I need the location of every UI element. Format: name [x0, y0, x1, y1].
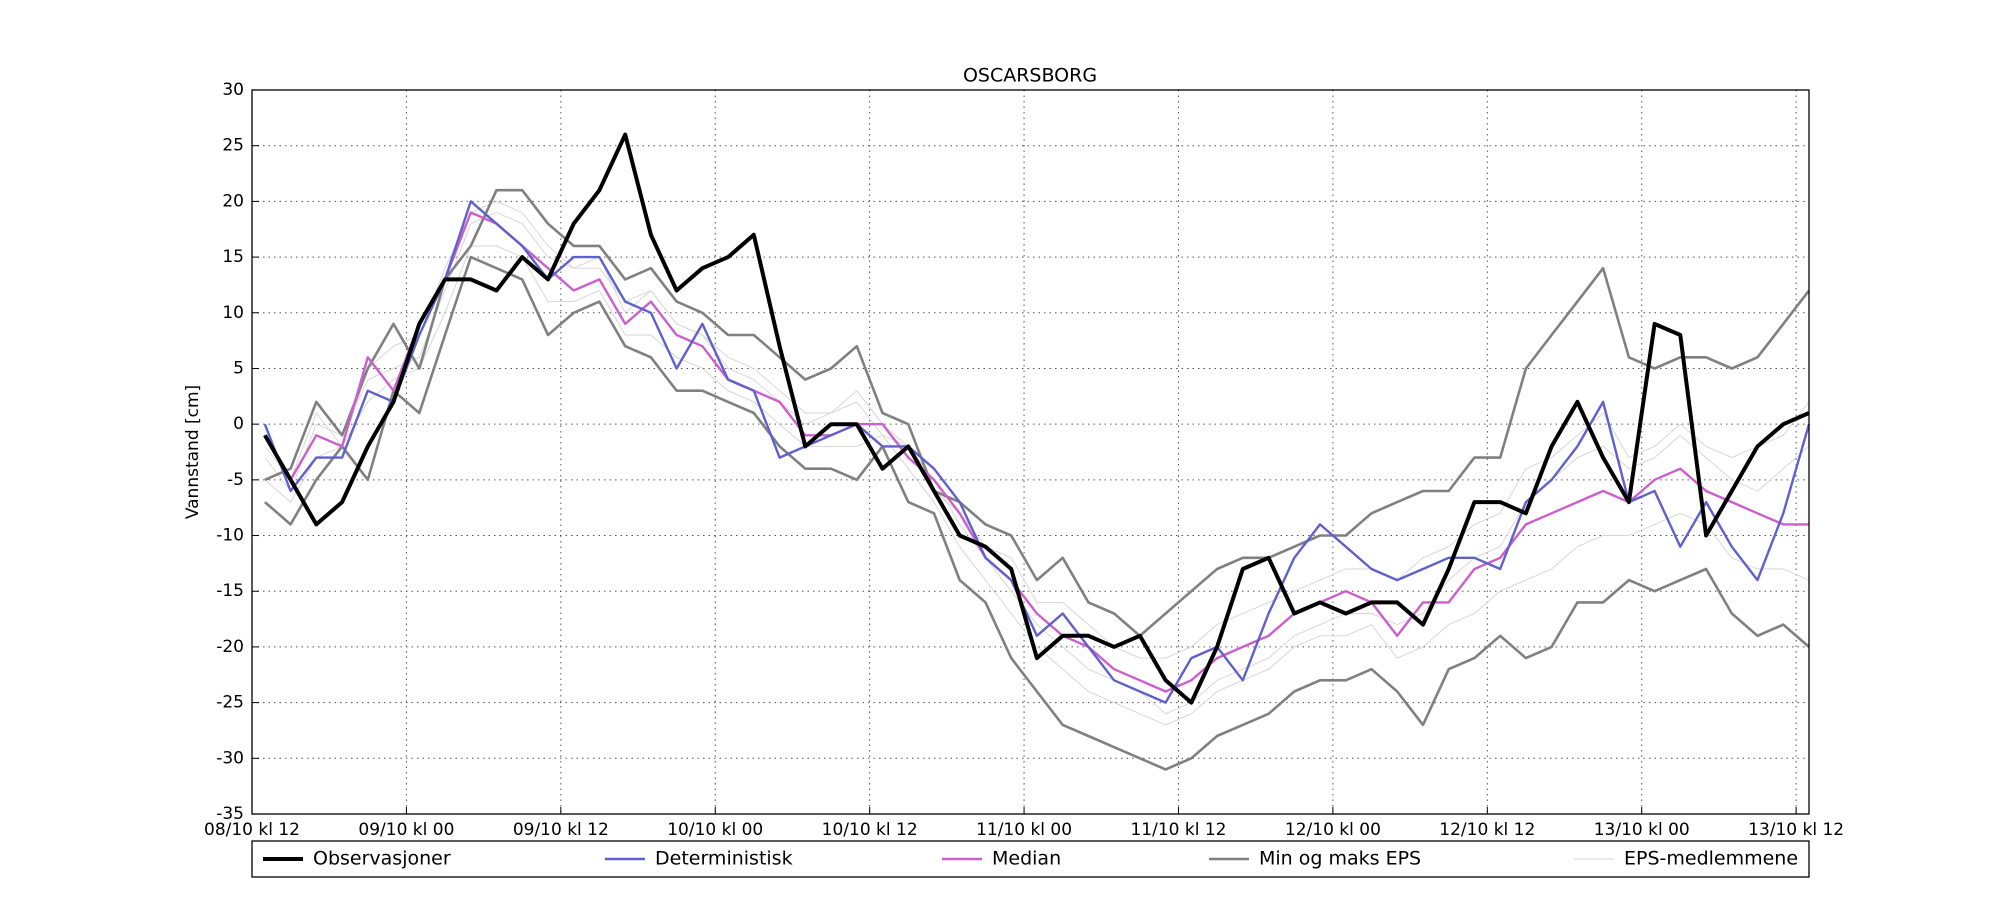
series-line	[263, 132, 1810, 705]
x-tick-label: 10/10 kl 12	[822, 820, 918, 840]
y-tick-label: -5	[227, 470, 244, 490]
legend-label: Deterministisk	[655, 848, 793, 870]
chart-title: OSCARSBORG	[963, 65, 1097, 87]
x-tick-label: 11/10 kl 00	[976, 820, 1072, 840]
x-tick-label: 09/10 kl 00	[358, 820, 454, 840]
y-tick-label: 5	[233, 358, 244, 378]
legend-label: Median	[992, 848, 1061, 870]
x-tick-label: 11/10 kl 12	[1130, 820, 1226, 840]
x-tick-label: 09/10 kl 12	[513, 820, 609, 840]
y-tick-label: 15	[222, 247, 244, 267]
y-tick-label: 25	[222, 136, 244, 156]
eps-max-line	[264, 188, 1811, 638]
x-tick-label: 13/10 kl 12	[1748, 820, 1844, 840]
x-tick-label: 13/10 kl 00	[1594, 820, 1690, 840]
y-tick-label: -10	[216, 526, 244, 546]
series-line	[263, 211, 1809, 693]
series-line	[263, 200, 1811, 704]
eps-member-line	[264, 212, 1810, 659]
legend-label: Min og maks EPS	[1259, 848, 1421, 870]
y-tick-label: -30	[216, 748, 244, 768]
plot-frame	[251, 89, 1810, 815]
x-tick-label: 10/10 kl 00	[667, 820, 763, 840]
y-axis-label: Vannstand [cm]	[183, 385, 203, 519]
y-tick-label: 30	[222, 80, 244, 100]
legend-label: EPS-medlemmene	[1624, 848, 1798, 870]
legend-box	[251, 840, 1810, 878]
eps-min-line	[264, 255, 1810, 771]
legend-label: Observasjoner	[313, 848, 451, 870]
y-tick-label: -15	[216, 581, 244, 601]
x-tick-label: 08/10 kl 12	[204, 820, 300, 840]
x-tick-label: 12/10 kl 00	[1285, 820, 1381, 840]
y-tick-label: -35	[216, 804, 244, 824]
y-tick-label: 10	[222, 303, 244, 323]
y-tick-label: -25	[216, 693, 244, 713]
x-tick-label: 12/10 kl 12	[1439, 820, 1535, 840]
y-tick-label: -20	[216, 637, 244, 657]
y-tick-label: 20	[222, 191, 244, 211]
y-tick-label: 0	[233, 414, 244, 434]
